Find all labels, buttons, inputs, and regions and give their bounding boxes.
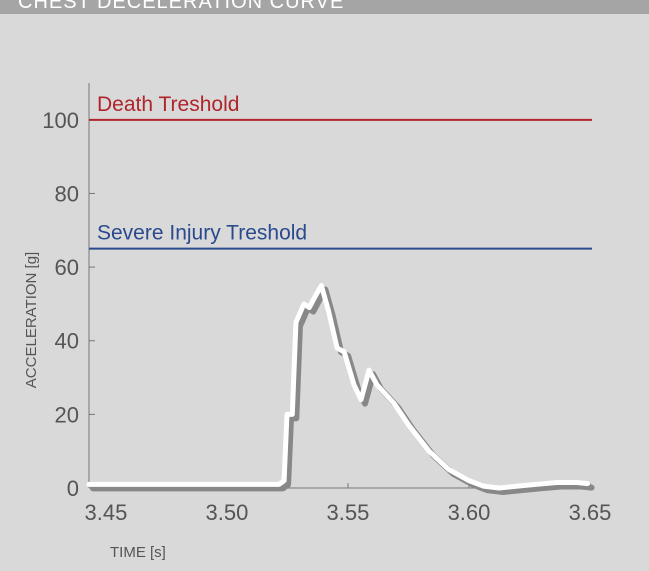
- x-tick-label: 3.60: [448, 500, 491, 525]
- curve-shadow: [90, 286, 595, 495]
- threshold-label: Severe Injury Treshold: [97, 222, 307, 245]
- y-tick-label: 40: [55, 329, 79, 354]
- y-tick-label: 60: [55, 255, 79, 280]
- header-bar: [0, 0, 649, 14]
- x-tick-label: 3.45: [85, 500, 128, 525]
- y-tick-label: 0: [67, 476, 79, 501]
- x-axis-label: TIME [s]: [110, 544, 166, 561]
- y-tick-label: 20: [55, 402, 79, 427]
- x-tick-label: 3.65: [569, 500, 612, 525]
- x-tick-label: 3.50: [206, 500, 249, 525]
- chart-title: CHEST DECELERATION CURVE: [18, 0, 344, 13]
- y-axis-label: ACCELERATION [g]: [23, 252, 40, 388]
- x-tick-label: 3.55: [327, 500, 370, 525]
- y-tick-label: 80: [55, 181, 79, 206]
- curve: [86, 283, 591, 491]
- threshold-label: Death Treshold: [97, 93, 239, 116]
- y-tick-label: 100: [42, 108, 79, 133]
